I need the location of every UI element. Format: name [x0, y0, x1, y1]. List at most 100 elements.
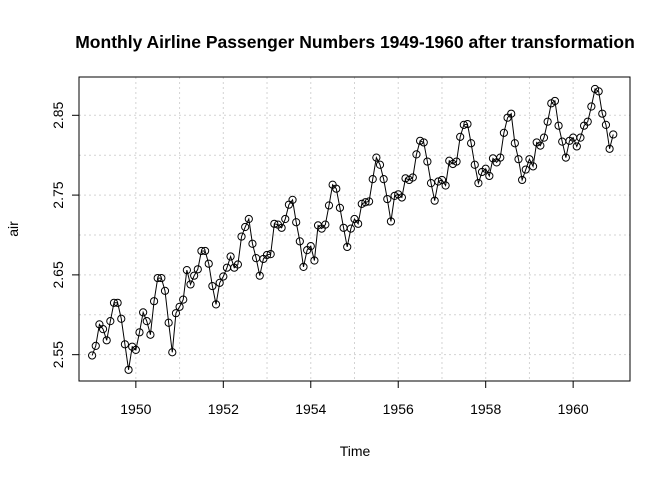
- data-point: [419, 138, 428, 147]
- data-point: [357, 199, 366, 208]
- data-point: [124, 365, 133, 374]
- points-layer: [88, 84, 618, 374]
- data-point: [233, 260, 242, 269]
- data-point: [135, 328, 144, 337]
- data-point: [88, 351, 97, 360]
- data-point: [244, 214, 253, 224]
- data-point: [456, 132, 465, 141]
- data-point: [386, 217, 396, 226]
- data-point: [598, 109, 607, 118]
- data-point: [518, 175, 527, 185]
- data-point: [485, 171, 494, 181]
- data-point: [576, 133, 585, 142]
- data-point: [109, 298, 119, 307]
- data-point: [543, 117, 552, 126]
- data-point: [255, 271, 264, 280]
- data-point: [168, 348, 177, 357]
- data-point: [397, 193, 406, 202]
- data-point: [481, 164, 490, 173]
- data-point: [528, 162, 538, 171]
- data-point: [470, 160, 479, 169]
- data-point: [525, 155, 534, 164]
- data-point: [507, 109, 516, 118]
- data-point: [324, 201, 334, 210]
- y-axis-label: air: [5, 221, 21, 237]
- data-point: [117, 314, 126, 323]
- data-point: [601, 120, 611, 129]
- data-point: [554, 121, 563, 130]
- data-point: [175, 302, 184, 311]
- data-point: [346, 224, 355, 233]
- data-point: [281, 214, 290, 224]
- data-point: [248, 239, 257, 248]
- data-point: [211, 300, 221, 309]
- data-point: [120, 340, 130, 349]
- data-point: [310, 256, 319, 265]
- data-point: [146, 330, 155, 339]
- data-point: [372, 153, 381, 162]
- data-point: [288, 195, 297, 204]
- data-point: [539, 133, 549, 142]
- data-point: [164, 318, 173, 327]
- data-point: [321, 220, 330, 229]
- data-point: [98, 325, 108, 334]
- data-point: [354, 219, 363, 228]
- data-point: [343, 242, 352, 252]
- data-point: [200, 246, 210, 256]
- data-point: [262, 250, 272, 260]
- data-point: [561, 153, 570, 162]
- data-point: [102, 336, 111, 345]
- data-point: [379, 175, 388, 184]
- data-point: [332, 184, 341, 193]
- data-point: [299, 262, 308, 272]
- data-point: [153, 273, 162, 283]
- x-tick-label: 1956: [383, 401, 414, 417]
- data-point: [193, 265, 202, 274]
- y-tick-label: 2.75: [50, 181, 66, 208]
- data-point: [583, 117, 592, 126]
- data-point: [514, 155, 523, 164]
- data-point: [550, 96, 560, 106]
- data-point: [437, 175, 447, 185]
- data-point: [496, 153, 505, 162]
- axes-layer: 1950 1952 1954 1956 1958 1960 2.55 2.65 2.75 2.85: [50, 101, 589, 417]
- data-point: [459, 120, 468, 129]
- data-point: [91, 341, 100, 350]
- data-point: [383, 194, 392, 204]
- x-tick-label: 1954: [295, 401, 326, 417]
- data-point: [375, 160, 385, 169]
- x-tick-label: 1958: [470, 401, 501, 417]
- data-point: [412, 150, 421, 159]
- grid-layer: [79, 77, 630, 381]
- data-point: [306, 242, 315, 251]
- data-point: [536, 141, 545, 150]
- series-line: [91, 88, 614, 370]
- data-point: [295, 237, 304, 246]
- data-point: [467, 139, 476, 148]
- x-axis-label: Time: [340, 443, 371, 459]
- data-point: [131, 345, 140, 354]
- data-point: [587, 102, 596, 111]
- data-point: [208, 281, 217, 291]
- data-point: [149, 297, 159, 306]
- x-tick-label: 1950: [120, 401, 151, 417]
- data-point: [190, 271, 199, 280]
- data-point: [179, 295, 188, 304]
- y-tick-label: 2.55: [50, 341, 66, 368]
- data-point: [423, 157, 432, 166]
- data-point: [266, 250, 275, 259]
- data-point: [237, 232, 246, 241]
- data-point: [463, 119, 472, 129]
- data-point: [364, 197, 374, 206]
- data-point: [572, 142, 581, 151]
- data-point: [609, 130, 618, 139]
- y-tick-label: 2.85: [50, 101, 66, 128]
- data-point: [361, 198, 370, 207]
- data-point: [510, 139, 519, 148]
- data-point: [434, 177, 443, 186]
- data-point: [182, 265, 191, 275]
- x-tick-label: 1952: [208, 401, 239, 417]
- data-point: [430, 196, 439, 205]
